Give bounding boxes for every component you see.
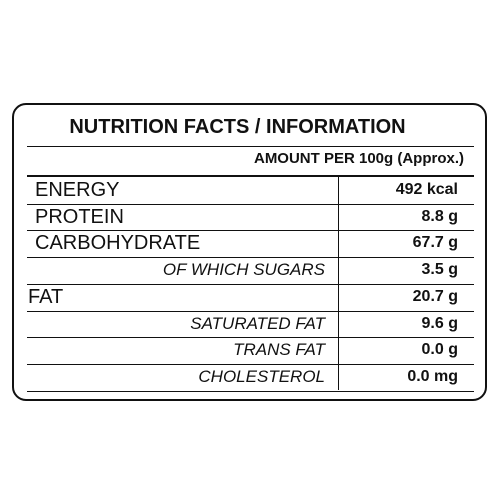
row-label: OF WHICH SUGARS xyxy=(162,260,325,280)
row-rule xyxy=(27,230,474,232)
row-label: FAT xyxy=(28,285,64,308)
row-value: 8.8 g xyxy=(421,207,458,225)
row-value: 20.7 g xyxy=(412,287,458,305)
row-value: 9.6 g xyxy=(421,314,458,332)
row-rule xyxy=(27,257,474,259)
row-value: 0.0 g xyxy=(421,341,458,359)
row-value: 0.0 mg xyxy=(407,367,458,385)
row-label: TRANS FAT xyxy=(233,340,325,360)
label-border xyxy=(12,103,487,401)
row-rule xyxy=(27,310,474,312)
title: NUTRITION FACTS / INFORMATION xyxy=(69,116,406,138)
rule xyxy=(27,146,474,147)
row-rule xyxy=(27,390,474,392)
row-label: CARBOHYDRATE xyxy=(35,232,201,255)
column-divider xyxy=(338,176,339,390)
row-rule xyxy=(27,203,474,205)
row-label: PROTEIN xyxy=(35,205,124,228)
row-rule xyxy=(27,337,474,339)
row-value: 492 kcal xyxy=(395,181,458,198)
row-rule xyxy=(27,363,474,365)
row-value: 3.5 g xyxy=(421,261,458,279)
row-label: CHOLESTEROL xyxy=(198,366,325,386)
row-label: ENERGY xyxy=(35,179,120,201)
rule xyxy=(27,175,474,177)
subtitle: AMOUNT PER 100g (Approx.) xyxy=(253,150,464,167)
row-value: 67.7 g xyxy=(412,234,458,252)
row-label: SATURATED FAT xyxy=(190,313,325,333)
row-rule xyxy=(27,283,474,285)
